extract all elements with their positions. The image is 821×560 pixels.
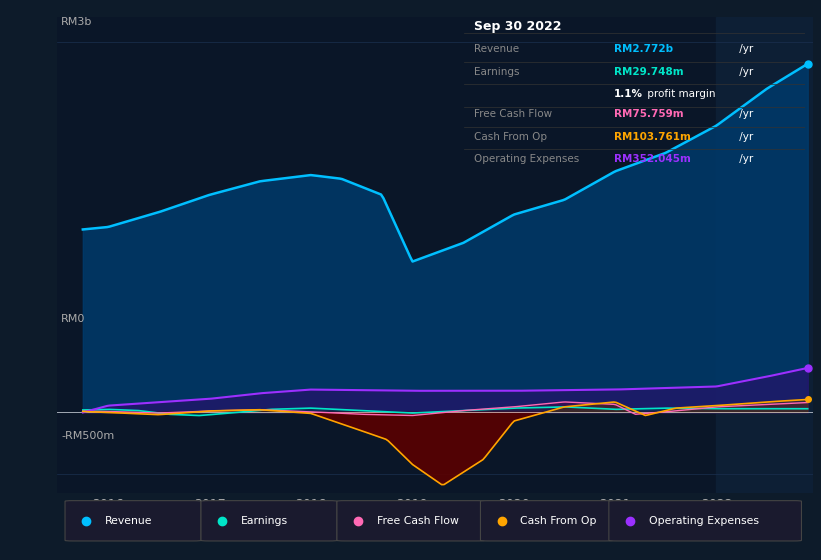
FancyBboxPatch shape [65, 501, 201, 541]
Text: /yr: /yr [736, 67, 754, 77]
Text: RM75.759m: RM75.759m [614, 109, 683, 119]
Text: Free Cash Flow: Free Cash Flow [377, 516, 459, 526]
Text: -RM500m: -RM500m [62, 431, 114, 441]
Text: Revenue: Revenue [474, 44, 519, 54]
Text: Revenue: Revenue [105, 516, 153, 526]
Text: Cash From Op: Cash From Op [474, 132, 547, 142]
Text: /yr: /yr [736, 153, 754, 164]
FancyBboxPatch shape [201, 501, 337, 541]
Text: Earnings: Earnings [241, 516, 288, 526]
Text: RM2.772b: RM2.772b [614, 44, 673, 54]
FancyBboxPatch shape [609, 501, 801, 541]
Text: /yr: /yr [736, 132, 754, 142]
Text: RM29.748m: RM29.748m [614, 67, 683, 77]
Text: 1.1%: 1.1% [614, 89, 643, 99]
FancyBboxPatch shape [337, 501, 484, 541]
Text: Operating Expenses: Operating Expenses [649, 516, 759, 526]
Text: /yr: /yr [736, 44, 754, 54]
Text: Earnings: Earnings [474, 67, 520, 77]
Text: Sep 30 2022: Sep 30 2022 [474, 20, 562, 32]
Bar [717, 17, 813, 493]
Text: RM103.761m: RM103.761m [614, 132, 690, 142]
Text: Free Cash Flow: Free Cash Flow [474, 109, 553, 119]
Text: Operating Expenses: Operating Expenses [474, 153, 580, 164]
Text: Cash From Op: Cash From Op [521, 516, 597, 526]
Text: RM3b: RM3b [62, 17, 93, 27]
Text: profit margin: profit margin [644, 89, 716, 99]
Text: /yr: /yr [736, 109, 754, 119]
FancyBboxPatch shape [480, 501, 612, 541]
Text: RM352.045m: RM352.045m [614, 153, 690, 164]
Text: RM0: RM0 [62, 314, 85, 324]
